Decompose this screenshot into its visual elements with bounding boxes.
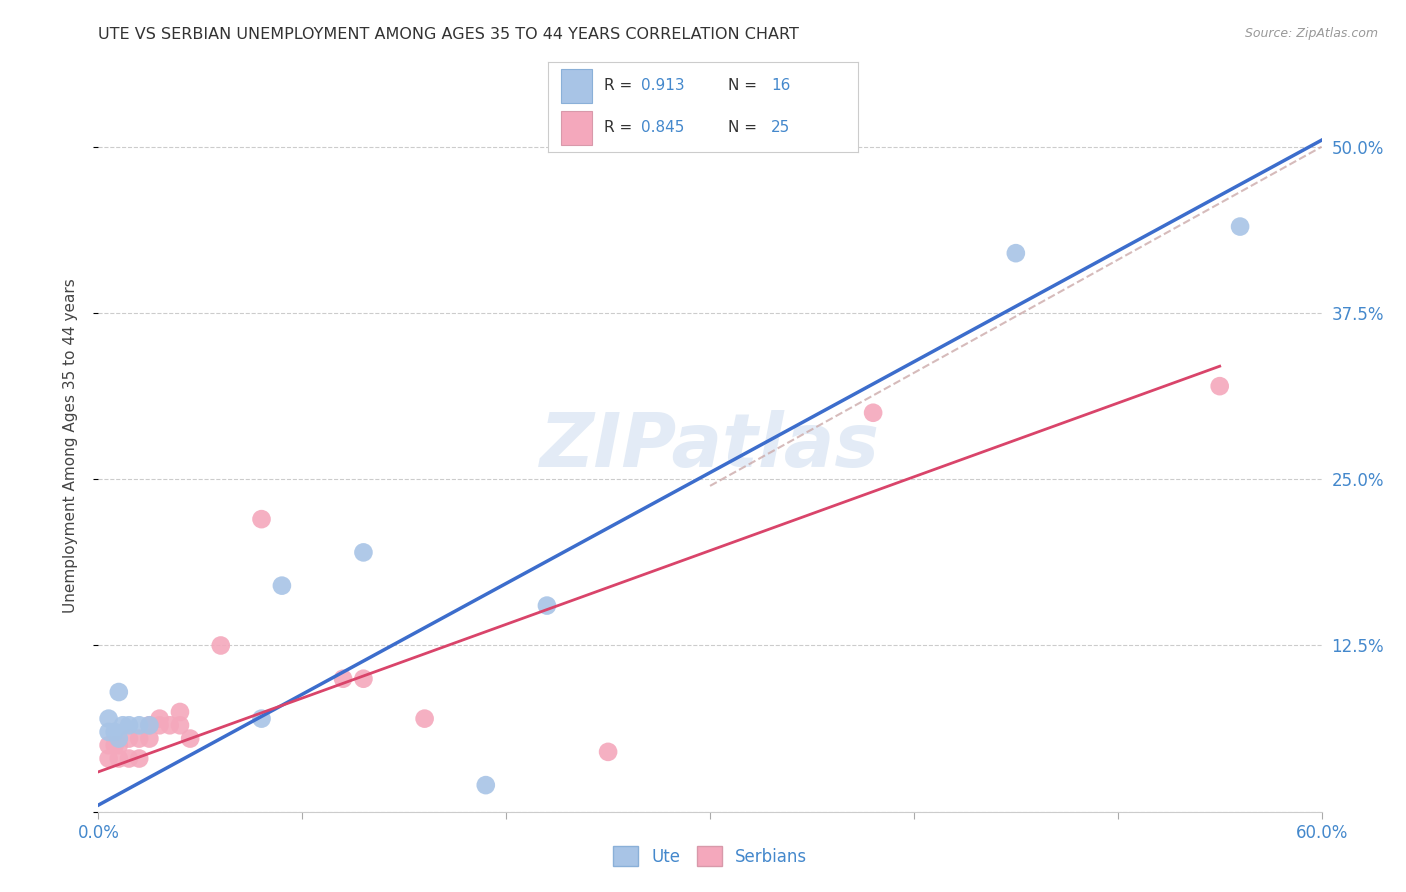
Text: 25: 25 bbox=[770, 120, 790, 135]
Point bbox=[97, 738, 120, 752]
Point bbox=[111, 718, 134, 732]
Point bbox=[138, 718, 160, 732]
Point bbox=[138, 731, 160, 746]
Point bbox=[128, 718, 150, 732]
Point bbox=[138, 718, 160, 732]
Text: 16: 16 bbox=[770, 78, 790, 93]
Y-axis label: Unemployment Among Ages 35 to 44 years: Unemployment Among Ages 35 to 44 years bbox=[63, 278, 77, 614]
Point bbox=[128, 751, 150, 765]
Point bbox=[169, 718, 191, 732]
Point bbox=[169, 705, 191, 719]
Point bbox=[108, 731, 131, 746]
Point bbox=[128, 731, 150, 746]
Point bbox=[332, 672, 354, 686]
Point bbox=[1004, 246, 1026, 260]
Point bbox=[352, 545, 374, 559]
Point bbox=[474, 778, 498, 792]
Point bbox=[97, 712, 120, 726]
Point bbox=[1209, 379, 1232, 393]
Point bbox=[413, 712, 436, 726]
Point bbox=[159, 718, 181, 732]
Point bbox=[250, 712, 273, 726]
Point bbox=[209, 639, 232, 653]
FancyBboxPatch shape bbox=[561, 111, 592, 145]
Point bbox=[1229, 219, 1251, 234]
Text: 0.845: 0.845 bbox=[641, 120, 685, 135]
Legend: Ute, Serbians: Ute, Serbians bbox=[606, 839, 814, 873]
Point bbox=[149, 718, 172, 732]
Point bbox=[104, 725, 127, 739]
Text: R =: R = bbox=[605, 120, 637, 135]
Point bbox=[270, 579, 294, 593]
Point bbox=[108, 685, 131, 699]
Text: ZIPatlas: ZIPatlas bbox=[540, 409, 880, 483]
Point bbox=[862, 406, 884, 420]
Text: UTE VS SERBIAN UNEMPLOYMENT AMONG AGES 35 TO 44 YEARS CORRELATION CHART: UTE VS SERBIAN UNEMPLOYMENT AMONG AGES 3… bbox=[98, 27, 799, 42]
Point bbox=[104, 738, 127, 752]
Text: Source: ZipAtlas.com: Source: ZipAtlas.com bbox=[1244, 27, 1378, 40]
Point bbox=[179, 731, 201, 746]
Point bbox=[352, 672, 374, 686]
Point bbox=[149, 712, 172, 726]
Point bbox=[598, 745, 620, 759]
Text: 0.913: 0.913 bbox=[641, 78, 685, 93]
Point bbox=[97, 725, 120, 739]
Point bbox=[118, 751, 141, 765]
Point bbox=[118, 731, 141, 746]
Point bbox=[118, 718, 141, 732]
Point bbox=[97, 751, 120, 765]
Text: N =: N = bbox=[728, 120, 762, 135]
Text: R =: R = bbox=[605, 78, 637, 93]
Point bbox=[108, 751, 131, 765]
Point bbox=[536, 599, 558, 613]
Point bbox=[250, 512, 273, 526]
Text: N =: N = bbox=[728, 78, 762, 93]
Point bbox=[108, 738, 131, 752]
FancyBboxPatch shape bbox=[561, 69, 592, 103]
